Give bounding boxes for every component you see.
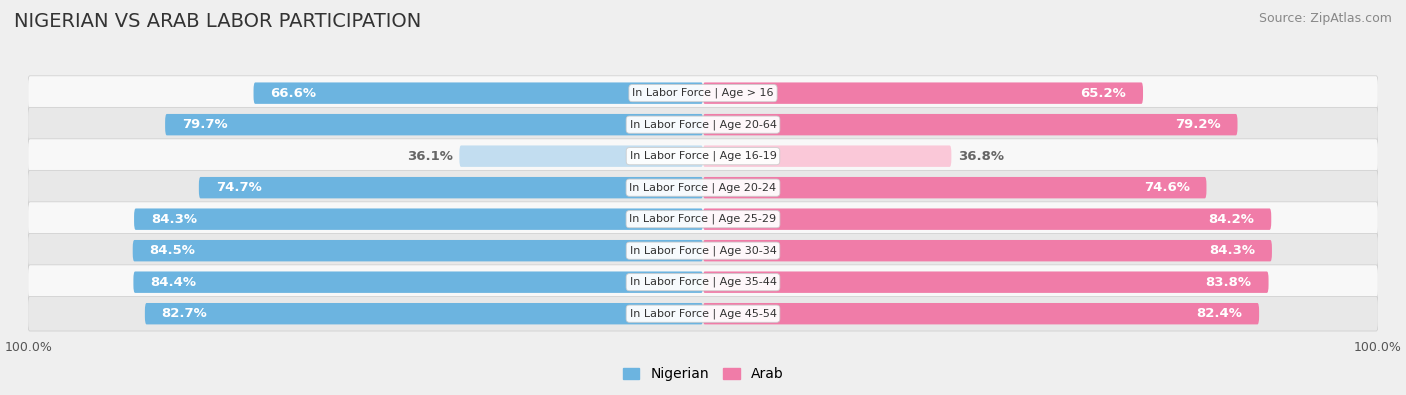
Text: 84.2%: 84.2%	[1209, 213, 1254, 226]
Text: 84.4%: 84.4%	[150, 276, 197, 289]
Text: In Labor Force | Age 16-19: In Labor Force | Age 16-19	[630, 151, 776, 162]
FancyBboxPatch shape	[28, 170, 1378, 205]
FancyBboxPatch shape	[703, 177, 1206, 198]
Text: 84.5%: 84.5%	[149, 244, 195, 257]
Text: In Labor Force | Age 25-29: In Labor Force | Age 25-29	[630, 214, 776, 224]
Text: 74.6%: 74.6%	[1143, 181, 1189, 194]
Text: In Labor Force | Age 30-34: In Labor Force | Age 30-34	[630, 245, 776, 256]
FancyBboxPatch shape	[253, 83, 703, 104]
Text: In Labor Force | Age 45-54: In Labor Force | Age 45-54	[630, 308, 776, 319]
FancyBboxPatch shape	[165, 114, 703, 135]
FancyBboxPatch shape	[28, 265, 1378, 299]
FancyBboxPatch shape	[132, 240, 703, 261]
Text: 79.7%: 79.7%	[181, 118, 228, 131]
Text: 36.8%: 36.8%	[957, 150, 1004, 163]
Text: 84.3%: 84.3%	[1209, 244, 1256, 257]
FancyBboxPatch shape	[28, 296, 1378, 331]
Text: In Labor Force | Age 20-24: In Labor Force | Age 20-24	[630, 182, 776, 193]
Text: 82.7%: 82.7%	[162, 307, 208, 320]
Text: 74.7%: 74.7%	[215, 181, 262, 194]
FancyBboxPatch shape	[703, 114, 1237, 135]
Text: 84.3%: 84.3%	[150, 213, 197, 226]
FancyBboxPatch shape	[28, 202, 1378, 237]
Text: 66.6%: 66.6%	[270, 87, 316, 100]
Text: 82.4%: 82.4%	[1197, 307, 1243, 320]
FancyBboxPatch shape	[134, 271, 703, 293]
Text: 79.2%: 79.2%	[1175, 118, 1220, 131]
FancyBboxPatch shape	[460, 145, 703, 167]
Text: 36.1%: 36.1%	[406, 150, 453, 163]
Text: 83.8%: 83.8%	[1206, 276, 1251, 289]
FancyBboxPatch shape	[703, 83, 1143, 104]
Text: In Labor Force | Age 20-64: In Labor Force | Age 20-64	[630, 119, 776, 130]
Text: Source: ZipAtlas.com: Source: ZipAtlas.com	[1258, 12, 1392, 25]
FancyBboxPatch shape	[28, 233, 1378, 268]
FancyBboxPatch shape	[703, 145, 952, 167]
FancyBboxPatch shape	[703, 240, 1272, 261]
Text: In Labor Force | Age 35-44: In Labor Force | Age 35-44	[630, 277, 776, 288]
FancyBboxPatch shape	[703, 303, 1260, 324]
FancyBboxPatch shape	[145, 303, 703, 324]
Text: 65.2%: 65.2%	[1080, 87, 1126, 100]
FancyBboxPatch shape	[198, 177, 703, 198]
FancyBboxPatch shape	[28, 139, 1378, 173]
Legend: Nigerian, Arab: Nigerian, Arab	[617, 362, 789, 387]
FancyBboxPatch shape	[28, 76, 1378, 111]
FancyBboxPatch shape	[703, 271, 1268, 293]
Text: In Labor Force | Age > 16: In Labor Force | Age > 16	[633, 88, 773, 98]
FancyBboxPatch shape	[134, 209, 703, 230]
FancyBboxPatch shape	[28, 107, 1378, 142]
Text: NIGERIAN VS ARAB LABOR PARTICIPATION: NIGERIAN VS ARAB LABOR PARTICIPATION	[14, 12, 422, 31]
FancyBboxPatch shape	[703, 209, 1271, 230]
